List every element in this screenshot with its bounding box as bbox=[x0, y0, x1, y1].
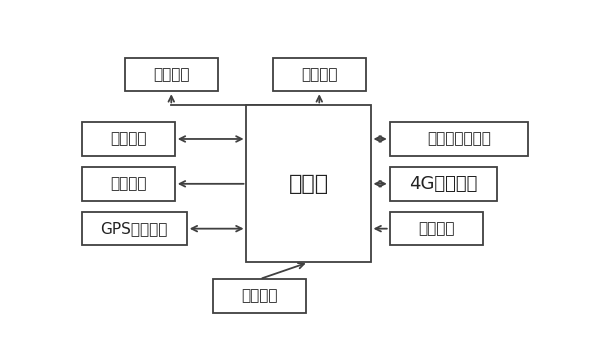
Bar bbox=[273, 58, 366, 91]
Bar bbox=[82, 167, 175, 201]
Bar bbox=[390, 167, 497, 201]
Text: 报警模块: 报警模块 bbox=[110, 176, 147, 191]
Bar bbox=[246, 105, 371, 262]
Bar bbox=[82, 212, 187, 245]
Text: GPS定位模块: GPS定位模块 bbox=[100, 221, 168, 236]
Text: 按键模块: 按键模块 bbox=[241, 288, 278, 304]
Bar bbox=[125, 58, 218, 91]
Text: 时钟模块: 时钟模块 bbox=[418, 221, 455, 236]
Text: 显示模块: 显示模块 bbox=[301, 67, 338, 82]
Bar bbox=[82, 122, 175, 156]
Text: 4G通信模块: 4G通信模块 bbox=[409, 175, 477, 193]
Text: 电源模块: 电源模块 bbox=[110, 131, 147, 146]
Bar bbox=[390, 122, 528, 156]
Text: 单片机: 单片机 bbox=[288, 174, 328, 194]
Bar bbox=[213, 279, 306, 313]
Text: 语音模块: 语音模块 bbox=[153, 67, 190, 82]
Bar bbox=[390, 212, 483, 245]
Text: 超声波测距模块: 超声波测距模块 bbox=[427, 131, 491, 146]
